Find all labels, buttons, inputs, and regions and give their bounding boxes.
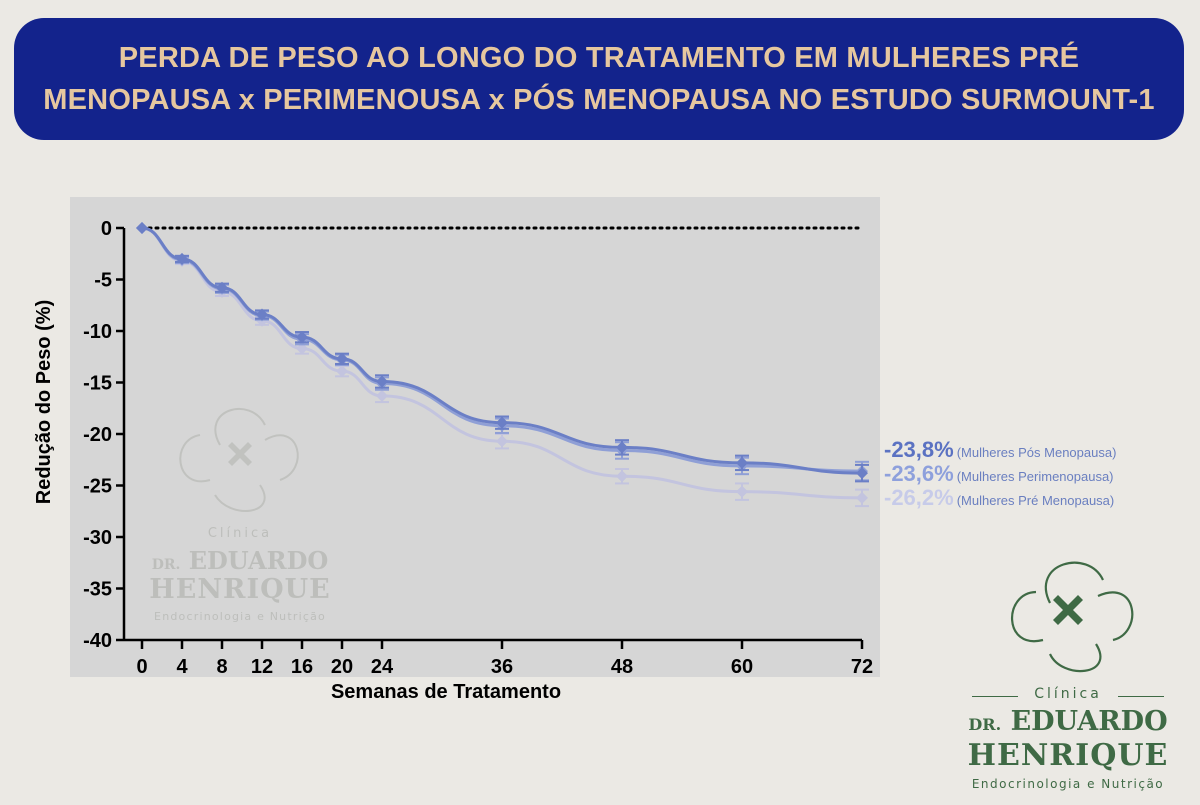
logo-name2: HENRIQUE	[967, 738, 1169, 773]
legend-peri: -23,6% (Mulheres Perimenopausa)	[884, 461, 1114, 486]
title-banner: PERDA DE PESO AO LONGO DO TRATAMENTO EM …	[14, 18, 1184, 140]
y-axis-label: Redução do Peso (%)	[33, 300, 55, 504]
data-point	[296, 342, 308, 355]
watermark-name2: HENRIQUE	[149, 574, 331, 605]
logo-line-left	[972, 696, 1018, 697]
end-value-legend: -23,8% (Mulheres Pós Menopausa) -23,6% (Mu…	[884, 438, 1194, 510]
clinic-logo: Clínica DR. EDUARDO HENRIQUE Endocrinolo…	[958, 548, 1178, 798]
clover-logo-icon	[1011, 561, 1134, 673]
clover-watermark-icon	[179, 408, 299, 512]
data-point	[336, 365, 348, 378]
logo-watermark: Clínica DR. EDUARDO HENRIQUE Endocrinolo…	[140, 390, 340, 630]
data-point	[376, 375, 388, 388]
x-tick-label: 12	[251, 656, 273, 678]
data-point	[736, 485, 748, 498]
data-point	[376, 389, 388, 402]
x-axis-label: Semanas de Tratamento	[331, 681, 561, 703]
data-point	[856, 467, 868, 480]
y-tick-label: -10	[83, 321, 112, 343]
watermark-name1: DR. EDUARDO	[151, 546, 329, 575]
x-tick-label: 4	[176, 656, 188, 678]
data-point	[296, 331, 308, 344]
y-tick-label: -25	[83, 476, 112, 498]
y-tick-label: -20	[83, 424, 112, 446]
data-point	[736, 456, 748, 469]
x-tick-label: 8	[216, 656, 227, 678]
data-point	[176, 252, 188, 265]
x-tick-label: 16	[291, 656, 313, 678]
x-tick-label: 60	[731, 656, 753, 678]
data-point	[616, 470, 628, 483]
x-tick-label: 20	[331, 656, 353, 678]
data-point	[496, 416, 508, 429]
data-point	[216, 281, 228, 294]
data-point	[496, 435, 508, 448]
data-point	[336, 352, 348, 365]
y-tick-label: 0	[101, 218, 112, 240]
data-point	[856, 491, 868, 504]
x-tick-label: 24	[371, 656, 394, 678]
series-marks	[136, 222, 869, 508]
logo-clinica: Clínica	[1034, 686, 1102, 702]
logo-name1: DR. EDUARDO	[968, 706, 1168, 737]
y-tick-label: -5	[94, 270, 112, 292]
logo-subtitle: Endocrinologia e Nutrição	[971, 777, 1165, 791]
data-point	[616, 441, 628, 454]
x-tick-label: 72	[851, 656, 873, 678]
y-tick-label: -35	[83, 579, 112, 601]
y-tick-label: -30	[83, 527, 112, 549]
title-line-2: MENOPAUSA x PERIMENOUSA x PÓS MENOPAUSA …	[43, 84, 1155, 116]
watermark-subtitle: Endocrinologia e Nutrição	[154, 610, 326, 623]
title-line-1: PERDA DE PESO AO LONGO DO TRATAMENTO EM …	[118, 42, 1080, 74]
y-tick-label: -40	[83, 630, 112, 652]
x-tick-label: 36	[491, 656, 513, 678]
legend-pre: -26,2% (Mulheres Pré Menopausa)	[884, 485, 1115, 510]
x-tick-label: 48	[611, 656, 633, 678]
data-point	[136, 222, 148, 234]
logo-line-right	[1118, 696, 1164, 697]
y-tick-label: -15	[83, 373, 112, 395]
data-point	[256, 308, 268, 321]
axes: 0-5-10-15-20-25-30-35-400 4 8 12 16 20 24 36 48 6…	[33, 218, 873, 703]
legend-pos: -23,8% (Mulheres Pós Menopausa)	[884, 437, 1117, 462]
x-tick-label: 0	[136, 656, 147, 678]
watermark-clinica: Clínica	[207, 526, 273, 541]
